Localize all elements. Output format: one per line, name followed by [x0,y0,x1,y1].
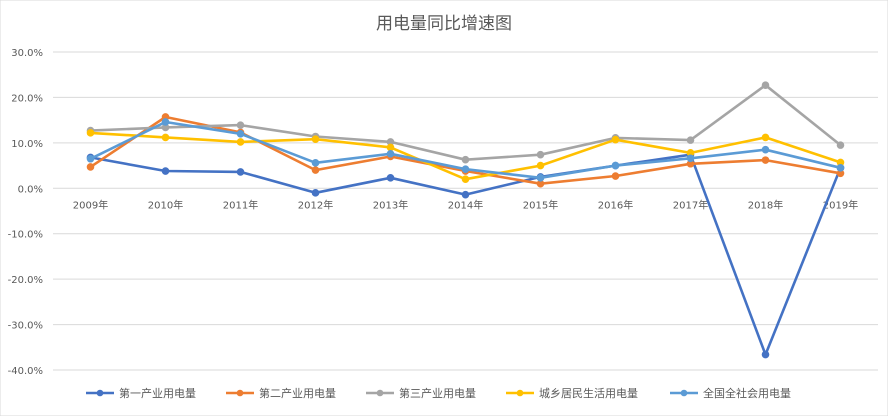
data-point [536,174,545,182]
data-point [161,118,170,126]
y-tick-label: 10.0% [11,139,43,150]
legend-label: 第一产业用电量 [119,386,196,400]
legend-swatch-marker [376,389,384,397]
data-point [236,121,245,129]
legend-swatch-marker [96,389,104,397]
data-point [236,129,245,138]
x-tick-label: 2017年 [673,198,708,211]
data-point [686,154,695,163]
series-4 [86,129,845,183]
data-point [461,155,470,164]
legend-item: 第三产业用电量 [366,386,476,400]
legend-label: 第三产业用电量 [399,386,476,400]
legend-swatch-marker [516,389,524,397]
data-point [386,174,395,182]
data-point [836,164,845,172]
data-point [761,350,770,359]
legend: 第一产业用电量 第二产业用电量 第三产业用电量 城乡居民生活用电量 全国全社会用电量 [86,386,791,400]
data-point [761,145,770,154]
data-point [161,167,170,175]
x-tick-label: 2012年 [298,198,333,211]
data-point [311,135,320,144]
data-point [311,166,320,174]
x-tick-label: 2011年 [223,198,258,211]
x-tick-label: 2016年 [598,198,633,211]
data-point [86,129,95,137]
data-point [311,159,320,167]
data-point [611,135,620,144]
data-point [161,133,170,142]
y-tick-label: 30.0% [11,48,43,59]
x-tick-label: 2018年 [748,198,783,211]
series-5 [86,118,845,182]
y-axis-tick-labels: 30.0% 20.0% 10.0% 0.0% -10.0% -20.0% -30.0% -40… [8,48,43,377]
chart-title: 用电量同比增速图 [376,14,512,34]
x-tick-label: 2010年 [148,198,183,211]
legend-item: 第一产业用电量 [86,386,196,400]
y-tick-label: -30.0% [8,321,43,332]
legend-item: 第二产业用电量 [226,386,336,400]
legend-item: 全国全社会用电量 [670,386,791,400]
series-lines [86,81,845,359]
legend-swatch-marker [236,389,244,397]
data-point [461,175,470,183]
data-point [761,156,770,164]
data-point [686,136,695,144]
data-point [536,150,545,159]
x-tick-label: 2013年 [373,198,408,211]
data-point [836,141,845,149]
legend-item: 城乡居民生活用电量 [506,386,638,400]
data-point [761,133,770,142]
x-axis-tick-labels: 2009年 2010年 2011年 2012年 2013年 2014年 2015年 2016年… [73,198,858,211]
legend-label: 全国全社会用电量 [703,386,791,400]
data-point [236,168,245,176]
y-tick-label: -40.0% [8,366,43,377]
data-point [236,138,245,146]
y-tick-label: -10.0% [8,230,43,241]
data-point [86,154,95,163]
x-tick-label: 2015年 [523,198,558,211]
data-point [86,163,95,171]
x-tick-label: 2019年 [823,198,858,211]
data-point [536,161,545,170]
x-tick-label: 2009年 [73,198,108,211]
data-point [611,172,620,180]
legend-swatch-marker [680,389,688,397]
data-point [761,81,770,89]
data-point [311,189,320,197]
x-tick-label: 2014年 [448,198,483,211]
legend-label: 城乡居民生活用电量 [539,386,638,400]
data-point [386,149,395,158]
y-tick-label: 0.0% [18,184,43,195]
y-tick-label: 20.0% [11,93,43,104]
y-tick-label: -20.0% [8,275,43,286]
data-point [611,161,620,170]
data-point [461,165,470,174]
legend-label: 第二产业用电量 [259,386,336,400]
data-point [386,143,395,152]
data-point [461,190,470,199]
